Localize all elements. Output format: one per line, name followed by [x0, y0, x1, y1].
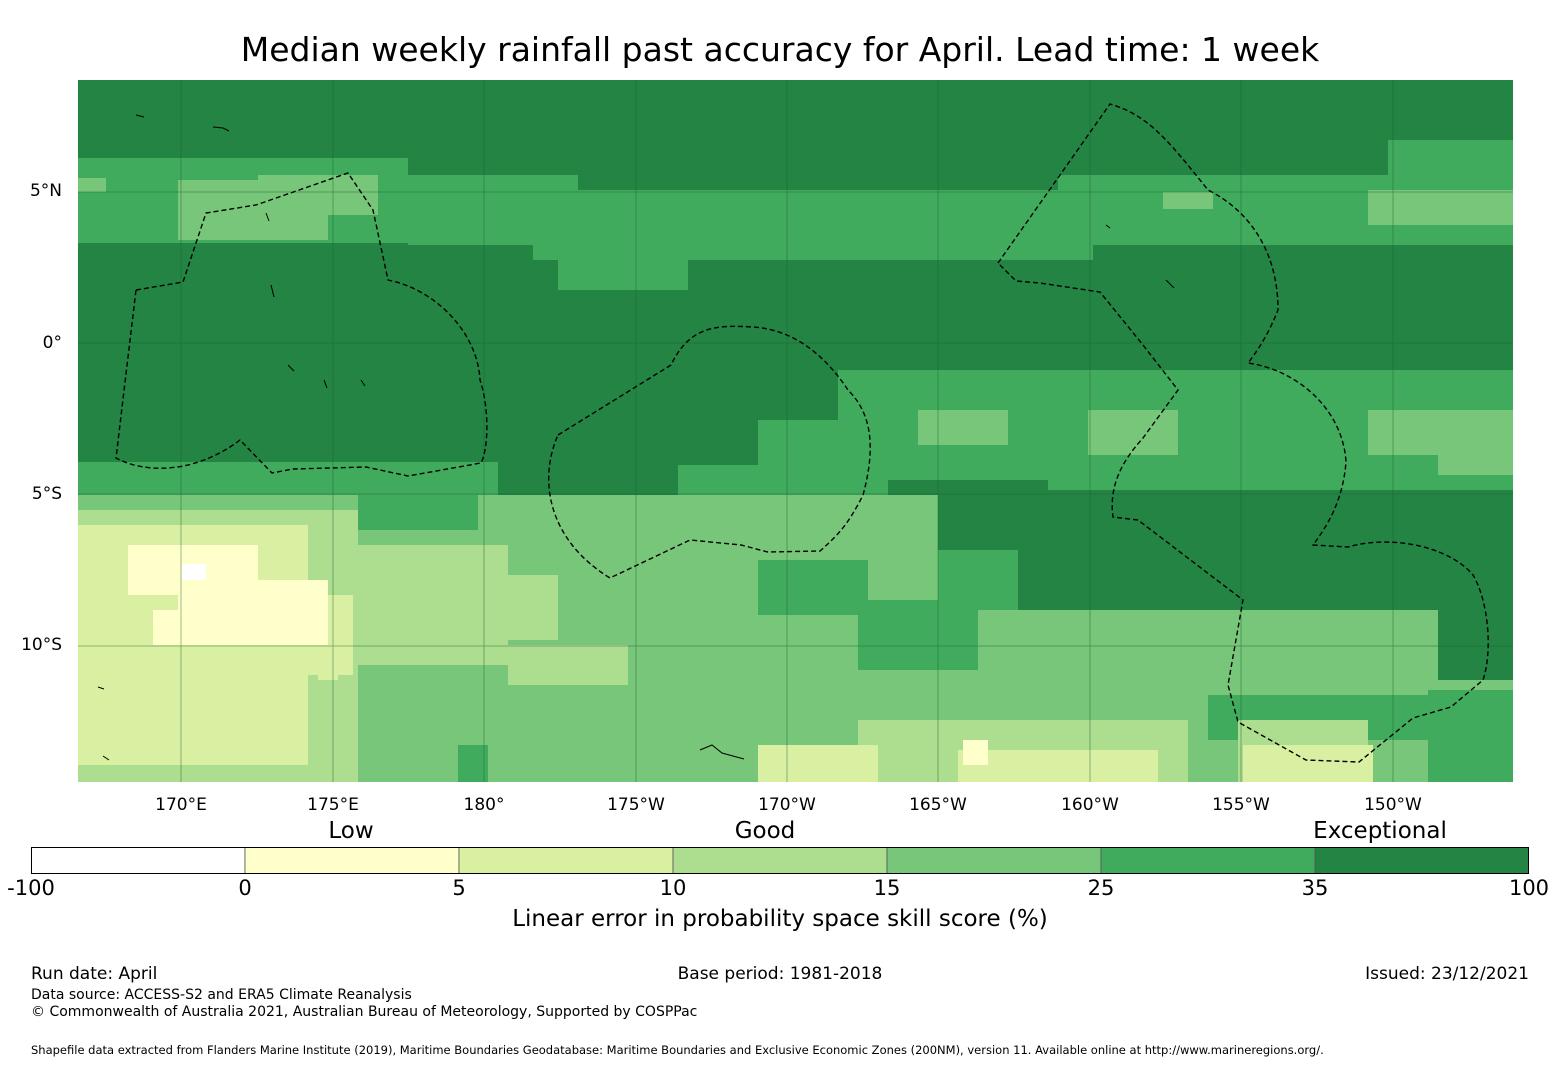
lon-label-180: 180° [463, 795, 505, 815]
colorbar-tick-label: 25 [1087, 876, 1115, 900]
copyright-notice: © Commonwealth of Australia 2021, Austra… [31, 1004, 698, 1020]
map-title: Median weekly rainfall past accuracy for… [240, 30, 1320, 69]
legend-colorbar [30, 846, 1530, 875]
lat-label-5n: 5°N [29, 181, 62, 201]
lon-label-170w: 170°W [758, 795, 816, 815]
colorbar-segment [30, 846, 246, 875]
colorbar-tick-label: -100 [7, 876, 55, 900]
shapefile-credit: Shapefile data extracted from Flanders M… [31, 1043, 1324, 1057]
base-period: Base period: 1981-2018 [677, 964, 883, 984]
colorbar-tick-label: 15 [873, 876, 901, 900]
skill-region-negative [182, 564, 206, 580]
eez-tokelau [548, 325, 871, 579]
island-outlines [97, 114, 1175, 761]
colorbar-tick-label: 0 [238, 876, 252, 900]
issued-date: Issued: 23/12/2021 [1365, 964, 1529, 984]
legend-category-exceptional: Exceptional [1313, 818, 1447, 844]
data-source: Data source: ACCESS-S2 and ERA5 Climate … [31, 987, 412, 1003]
colorbar-segment [458, 846, 674, 875]
colorbar-tick-label: 10 [659, 876, 687, 900]
skill-region-mid-light [918, 410, 1513, 475]
colorbar-segment [886, 846, 1102, 875]
lat-label-10s: 10°S [21, 635, 62, 655]
eez-boundaries [115, 103, 1489, 763]
lon-label-175e: 175°E [307, 795, 359, 815]
lon-label-160w: 160°W [1061, 795, 1119, 815]
colorbar-tick-label: 100 [1508, 876, 1550, 900]
lon-label-165w: 165°W [909, 795, 967, 815]
lon-label-155w: 155°W [1212, 795, 1270, 815]
colorbar-outline [31, 847, 1529, 874]
map-gridlines [78, 80, 1513, 782]
lat-label-5s: 5°S [31, 484, 62, 504]
lon-label-150w: 150°W [1364, 795, 1422, 815]
skill-region-north-light [78, 175, 1513, 240]
colorbar-segment [1314, 846, 1530, 875]
colorbar-tick-label: 35 [1301, 876, 1329, 900]
run-date: Run date: April [31, 964, 158, 984]
eez-line-islands [997, 103, 1489, 763]
colorbar-svg [30, 846, 1530, 875]
skill-region-southwest-green [358, 495, 1513, 782]
colorbar-label: Linear error in probability space skill … [512, 906, 1048, 932]
colorbar-tick-label: 5 [452, 876, 466, 900]
colorbar-segment [672, 846, 888, 875]
legend-category-low: Low [328, 818, 374, 844]
skill-score-map [78, 80, 1513, 782]
colorbar-segment [244, 846, 460, 875]
lon-label-170e: 170°E [155, 795, 207, 815]
lat-label-0: 0° [42, 333, 62, 353]
legend-category-good: Good [734, 818, 796, 844]
colorbar-segment [1100, 846, 1316, 875]
lon-label-175w: 175°W [607, 795, 665, 815]
